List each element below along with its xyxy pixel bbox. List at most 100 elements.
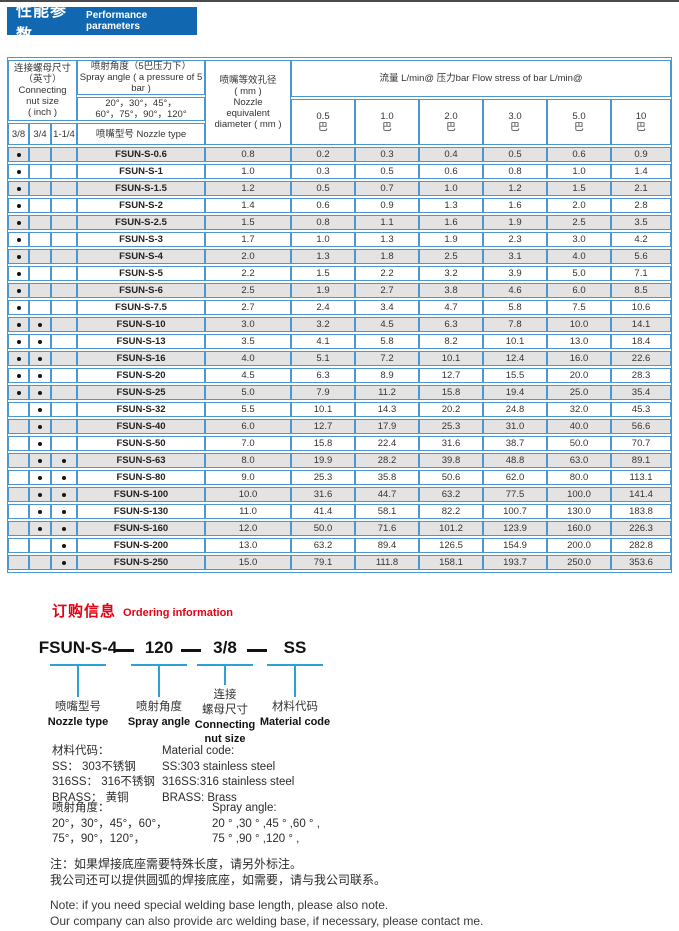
nut-size-dot-icon bbox=[38, 425, 42, 429]
flow-value-cell: 7.2 bbox=[355, 351, 419, 366]
flow-value-cell: 126.5 bbox=[419, 538, 483, 553]
flow-value-cell: 44.7 bbox=[355, 487, 419, 502]
nut-dot-cell bbox=[29, 368, 51, 383]
flow-value-cell: 0.5 bbox=[355, 164, 419, 179]
nut-dot-cell bbox=[29, 283, 51, 298]
ordering-title-cn: 订购信息 bbox=[52, 603, 117, 620]
nut-size-dot-icon bbox=[16, 289, 21, 293]
flow-value-cell: 3.5 bbox=[611, 215, 672, 230]
nut-dot-cell bbox=[8, 368, 29, 383]
diameter-cell: 12.0 bbox=[205, 521, 291, 536]
nut-size-header: 3/4 bbox=[29, 123, 51, 145]
ordering-label-cn: 喷嘴型号 bbox=[55, 701, 101, 713]
nut-dot-cell bbox=[51, 504, 77, 519]
nut-dot-cell bbox=[29, 555, 51, 570]
flow-value-cell: 2.3 bbox=[483, 232, 547, 247]
flow-value-cell: 1.3 bbox=[291, 249, 355, 264]
nut-dot-cell bbox=[29, 249, 51, 264]
pressure-header: 10 巴 bbox=[611, 99, 672, 145]
table-row: FSUN-S-1 1.0 0.3 0.5 0.6 0.8 1.0 1.4 bbox=[8, 164, 672, 179]
nut-dot-cell bbox=[51, 215, 77, 230]
flow-value-cell: 1.0 bbox=[419, 181, 483, 196]
ordering-code-model: FSUN-S-4 bbox=[38, 638, 118, 657]
flow-value-cell: 0.6 bbox=[291, 198, 355, 213]
table-row: FSUN-S-160 12.0 50.0 71.6 101.2 123.9 160.0 226… bbox=[8, 521, 672, 536]
nut-dot-cell bbox=[51, 232, 77, 247]
nut-size-dot-icon bbox=[62, 561, 66, 565]
flow-value-cell: 63.2 bbox=[419, 487, 483, 502]
flow-value-cell: 0.5 bbox=[291, 181, 355, 196]
flow-value-cell: 2.7 bbox=[355, 283, 419, 298]
flow-value-cell: 100.7 bbox=[483, 504, 547, 519]
nut-dot-cell bbox=[51, 147, 77, 162]
material-code-block-cn: 材料代码： SS： 303不锈钢 316SS： 316不锈钢 BRASS： 黄铜 bbox=[52, 745, 155, 804]
code-separator-dash bbox=[181, 649, 201, 652]
table-row: FSUN-S-1.5 1.2 0.5 0.7 1.0 1.2 1.5 2.1 bbox=[8, 181, 672, 196]
diameter-cell: 1.5 bbox=[205, 215, 291, 230]
table-row: FSUN-S-5 2.2 1.5 2.2 3.2 3.9 5.0 7.1 bbox=[8, 266, 672, 281]
section-title-cn: 性能参数 bbox=[16, 3, 68, 44]
nut-dot-cell bbox=[29, 266, 51, 281]
nozzle-model-cell: FSUN-S-160 bbox=[77, 521, 205, 536]
flow-value-cell: 0.9 bbox=[355, 198, 419, 213]
nut-dot-cell bbox=[8, 521, 29, 536]
flow-value-cell: 12.7 bbox=[291, 419, 355, 434]
diameter-cell: 1.4 bbox=[205, 198, 291, 213]
nut-dot-cell bbox=[8, 249, 29, 264]
flow-title-header: 流量 L/min@ 压力bar Flow stress of bar L/min… bbox=[291, 60, 672, 97]
nut-size-dot-icon bbox=[16, 357, 21, 361]
nozzle-model-cell: FSUN-S-130 bbox=[77, 504, 205, 519]
table-row: FSUN-S-2.5 1.5 0.8 1.1 1.6 1.9 2.5 3.5 bbox=[8, 215, 672, 230]
flow-value-cell: 39.8 bbox=[419, 453, 483, 468]
table-row: FSUN-S-130 11.0 41.4 58.1 82.2 100.7 130.0 183.… bbox=[8, 504, 672, 519]
flow-value-cell: 12.7 bbox=[419, 368, 483, 383]
ordering-title-en: Ordering information bbox=[123, 607, 234, 619]
flow-value-cell: 79.1 bbox=[291, 555, 355, 570]
nut-dot-cell bbox=[51, 487, 77, 502]
nut-dot-cell bbox=[8, 555, 29, 570]
flow-value-cell: 3.2 bbox=[419, 266, 483, 281]
flow-value-cell: 31.6 bbox=[419, 436, 483, 451]
nut-size-dot-icon bbox=[38, 374, 42, 378]
spray-angle-list-header: 20°，30°，45°， 60°，75°，90°，120° bbox=[77, 97, 205, 121]
connector-line bbox=[294, 666, 296, 697]
diameter-cell: 9.0 bbox=[205, 470, 291, 485]
flow-value-cell: 58.1 bbox=[355, 504, 419, 519]
flow-value-cell: 41.4 bbox=[291, 504, 355, 519]
nut-dot-cell bbox=[51, 283, 77, 298]
nut-dot-cell bbox=[29, 351, 51, 366]
flow-value-cell: 141.4 bbox=[611, 487, 672, 502]
ordering-label-cn: 连接 螺母尺寸 bbox=[202, 689, 248, 716]
flow-value-cell: 22.4 bbox=[355, 436, 419, 451]
table-row: FSUN-S-32 5.5 10.1 14.3 20.2 24.8 32.0 45.3 bbox=[8, 402, 672, 417]
flow-value-cell: 100.0 bbox=[547, 487, 611, 502]
flow-value-cell: 4.2 bbox=[611, 232, 672, 247]
table-row: FSUN-S-20 4.5 6.3 8.9 12.7 15.5 20.0 28.3 bbox=[8, 368, 672, 383]
nut-dot-cell bbox=[8, 300, 29, 315]
flow-value-cell: 0.5 bbox=[483, 147, 547, 162]
nut-dot-cell bbox=[8, 504, 29, 519]
flow-value-cell: 7.8 bbox=[483, 317, 547, 332]
nut-dot-cell bbox=[29, 232, 51, 247]
connector-line bbox=[50, 664, 106, 666]
header-row-1: 连接螺母尺寸 （英寸） Connecting nut size ( inch )… bbox=[8, 60, 672, 145]
nozzle-model-cell: FSUN-S-6 bbox=[77, 283, 205, 298]
flow-value-cell: 111.8 bbox=[355, 555, 419, 570]
flow-value-cell: 6.3 bbox=[419, 317, 483, 332]
flow-value-cell: 4.5 bbox=[355, 317, 419, 332]
flow-value-cell: 154.9 bbox=[483, 538, 547, 553]
material-code-block-en: Material code: SS:303 stainless steel 31… bbox=[162, 745, 295, 804]
flow-value-cell: 158.1 bbox=[419, 555, 483, 570]
flow-value-cell: 82.2 bbox=[419, 504, 483, 519]
nut-size-dot-icon bbox=[16, 153, 21, 157]
diameter-cell: 1.2 bbox=[205, 181, 291, 196]
flow-value-cell: 20.2 bbox=[419, 402, 483, 417]
nut-size-dot-icon bbox=[38, 323, 42, 327]
diameter-cell: 1.0 bbox=[205, 164, 291, 179]
ordering-label-en: Nozzle type bbox=[47, 716, 109, 728]
nut-size-dot-icon bbox=[38, 357, 42, 361]
nut-size-dot-icon bbox=[38, 476, 42, 480]
nut-dot-cell bbox=[29, 198, 51, 213]
nut-dot-cell bbox=[29, 164, 51, 179]
flow-value-cell: 3.4 bbox=[355, 300, 419, 315]
